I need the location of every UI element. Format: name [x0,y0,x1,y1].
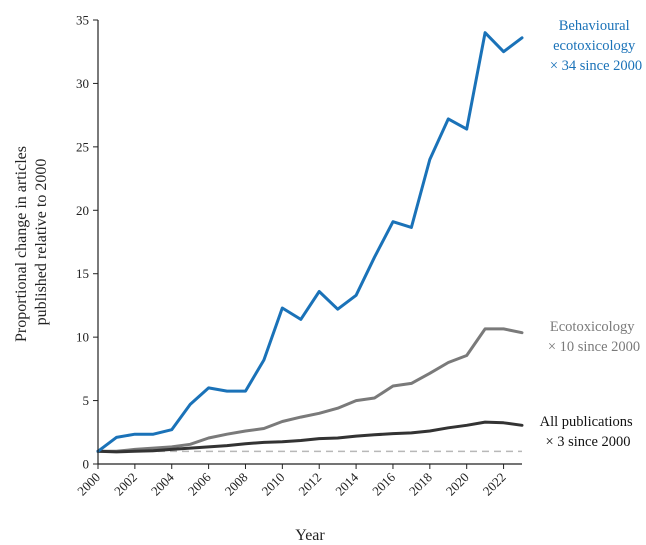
series-line-eco [96,327,524,453]
x-tick-label: 2020 [443,470,472,499]
y-axis-title: Proportional change in articles publishe… [13,142,50,342]
x-tick-label: 2018 [406,470,435,499]
y-tick-label: 25 [76,139,89,154]
x-tick-label: 2006 [185,469,214,498]
y-tick-label: 10 [76,330,89,345]
annotation-behavioural-line-3: × 34 since 2000 [550,58,642,74]
x-axis-title: Year [295,527,325,544]
series-line-all [96,420,524,454]
y-tick-label: 20 [76,203,89,218]
x-tick-label: 2010 [258,470,287,499]
annotation-behavioural-line-1: Behavioural [559,18,630,34]
x-tick-label: 2016 [369,469,398,498]
axes-layer [97,20,522,465]
annotation-all-line-2: × 3 since 2000 [545,434,630,450]
series-layer [96,31,524,454]
y-axis-title-line-1: Proportional change in articles [13,146,30,342]
series-line-beh [96,31,524,453]
x-tick-label: 2000 [74,470,103,499]
y-tick-label: 15 [76,266,89,281]
annotation-ecotoxicology: Ecotoxicology × 10 since 2000 [548,319,640,355]
annotation-all-line-1: All publications [540,414,633,430]
x-tick-label: 2012 [295,470,324,499]
y-axis-title-line-2: published relative to 2000 [33,159,50,326]
x-tick-label: 2004 [148,469,177,498]
annotation-behavioural-ecotoxicology: Behavioural ecotoxicology × 34 since 200… [550,18,642,74]
y-tick-label: 0 [83,457,90,472]
annotation-ecotoxicology-line-2: × 10 since 2000 [548,339,640,355]
annotation-all-publications: All publications × 3 since 2000 [540,414,637,450]
x-tick-label: 2002 [111,470,140,499]
y-tick-label: 30 [76,76,89,91]
annotation-ecotoxicology-line-1: Ecotoxicology [550,319,635,335]
annotation-behavioural-line-2: ecotoxicology [553,38,636,54]
y-tick-label: 5 [83,393,90,408]
y-tick-label: 35 [76,13,89,28]
x-tick-label: 2022 [480,470,509,499]
x-tick-label: 2014 [332,469,361,498]
x-ticks: 2000 2002 2004 2006 2008 2010 2012 2014 2016 2018… [74,464,509,499]
y-ticks: 0 5 10 15 20 25 30 35 [76,13,98,472]
x-tick-label: 2008 [222,470,251,499]
